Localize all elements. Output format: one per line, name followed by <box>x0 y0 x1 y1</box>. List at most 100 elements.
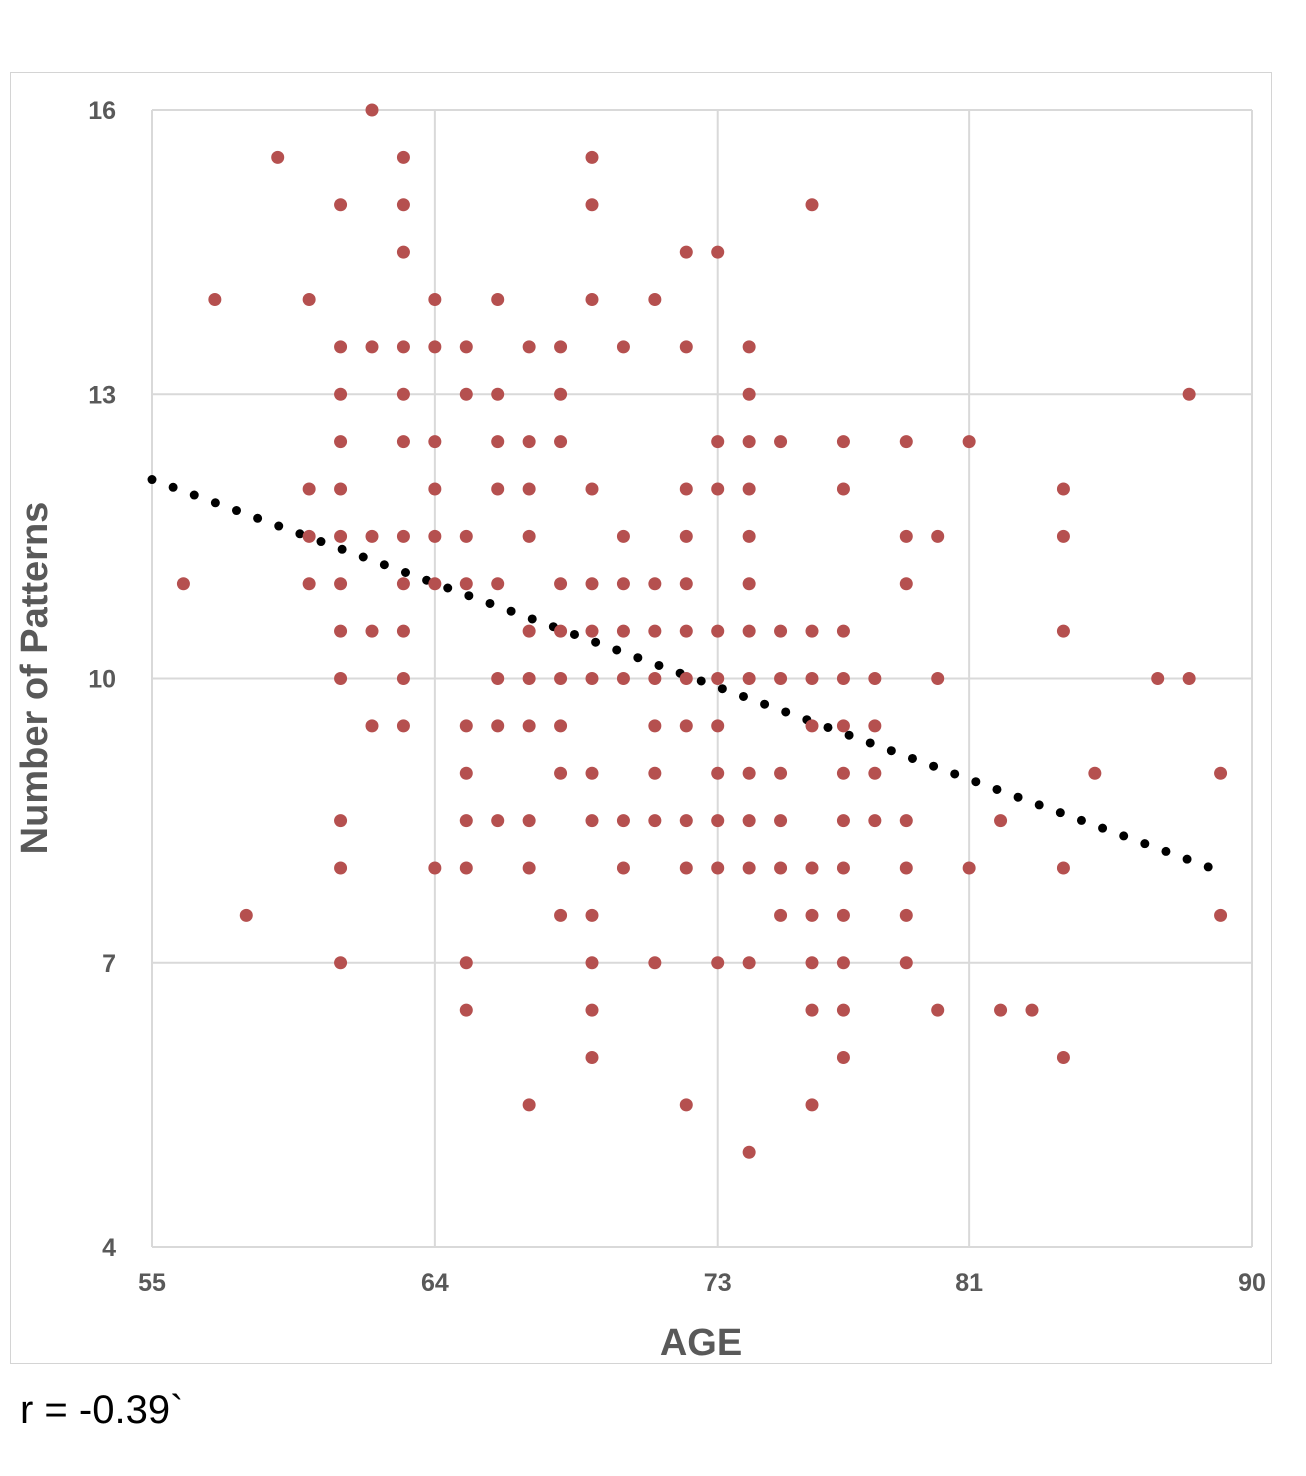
data-point <box>774 672 788 685</box>
axis-titles: AGE Number of Patterns <box>14 502 742 1364</box>
data-point <box>648 624 662 638</box>
data-point <box>805 198 819 212</box>
x-tick-label: 64 <box>421 1269 449 1297</box>
data-point <box>742 387 756 401</box>
data-point <box>491 577 505 591</box>
data-point <box>1182 672 1196 685</box>
tick-labels: 55 64 73 81 90 4 7 10 13 16 <box>88 97 1266 1297</box>
data-point <box>616 672 630 685</box>
data-point <box>428 577 442 591</box>
data-point <box>428 340 442 354</box>
data-point <box>1182 387 1196 401</box>
data-point <box>711 861 725 875</box>
data-point <box>805 908 819 922</box>
data-point <box>365 529 379 543</box>
data-point <box>396 672 410 685</box>
data-point <box>679 624 693 638</box>
data-point <box>554 672 568 685</box>
data-point <box>334 387 348 401</box>
correlation-label: r = -0.39` <box>20 1388 184 1432</box>
data-point <box>239 908 253 922</box>
data-point <box>491 482 505 496</box>
data-point <box>805 956 819 970</box>
data-point <box>1056 482 1070 496</box>
data-point <box>428 293 442 306</box>
data-point <box>742 1145 756 1159</box>
data-point <box>459 387 473 401</box>
data-point <box>711 435 725 449</box>
data-point <box>396 624 410 638</box>
y-tick-label: 16 <box>88 97 116 125</box>
data-point <box>711 719 725 733</box>
data-point <box>302 293 316 306</box>
data-point <box>522 672 536 685</box>
data-point <box>1025 1003 1039 1017</box>
y-tick-label: 7 <box>102 950 116 978</box>
data-point <box>742 435 756 449</box>
data-point <box>585 814 599 828</box>
data-point <box>522 482 536 496</box>
data-point <box>899 529 913 543</box>
data-point <box>334 435 348 449</box>
data-point <box>742 672 756 685</box>
data-point <box>585 624 599 638</box>
data-point <box>679 245 693 259</box>
data-point <box>554 435 568 449</box>
data-point <box>459 340 473 354</box>
data-point <box>774 435 788 449</box>
data-point <box>742 956 756 970</box>
data-point <box>334 340 348 354</box>
data-point <box>554 624 568 638</box>
data-point <box>396 719 410 733</box>
data-point <box>616 814 630 828</box>
chart-frame: 55 64 73 81 90 4 7 10 13 16 AGE Number of Pattern… <box>10 72 1272 1364</box>
data-point <box>428 435 442 449</box>
x-tick-label: 73 <box>704 1269 732 1297</box>
data-point <box>679 719 693 733</box>
data-point <box>1056 624 1070 638</box>
data-point <box>1056 1051 1070 1064</box>
data-point <box>585 1051 599 1064</box>
y-tick-label: 13 <box>88 381 116 409</box>
data-point <box>805 624 819 638</box>
data-point <box>994 1003 1008 1017</box>
data-point <box>805 1003 819 1017</box>
data-point <box>805 672 819 685</box>
data-point <box>899 577 913 591</box>
data-point <box>836 624 850 638</box>
data-point <box>648 956 662 970</box>
data-point <box>679 814 693 828</box>
data-point <box>459 956 473 970</box>
trendline <box>147 475 1216 873</box>
data-point <box>868 766 882 780</box>
trendline-path <box>147 475 1216 873</box>
data-point <box>836 435 850 449</box>
data-point <box>679 672 693 685</box>
data-point <box>899 908 913 922</box>
data-point <box>899 861 913 875</box>
data-point <box>334 198 348 212</box>
data-point <box>554 340 568 354</box>
data-point <box>1151 672 1165 685</box>
data-point <box>742 861 756 875</box>
data-point <box>742 577 756 591</box>
data-point <box>334 529 348 543</box>
data-point <box>522 340 536 354</box>
data-point <box>302 529 316 543</box>
data-point <box>585 293 599 306</box>
data-point <box>836 482 850 496</box>
data-point <box>616 624 630 638</box>
data-point <box>396 245 410 259</box>
data-point <box>805 861 819 875</box>
data-point <box>491 387 505 401</box>
data-point <box>522 1098 536 1112</box>
data-point <box>1088 766 1102 780</box>
data-point <box>836 719 850 733</box>
data-point <box>931 529 945 543</box>
data-point <box>208 293 222 306</box>
data-point <box>522 719 536 733</box>
data-point <box>994 814 1008 828</box>
data-point <box>774 624 788 638</box>
data-point <box>931 1003 945 1017</box>
data-point <box>711 482 725 496</box>
